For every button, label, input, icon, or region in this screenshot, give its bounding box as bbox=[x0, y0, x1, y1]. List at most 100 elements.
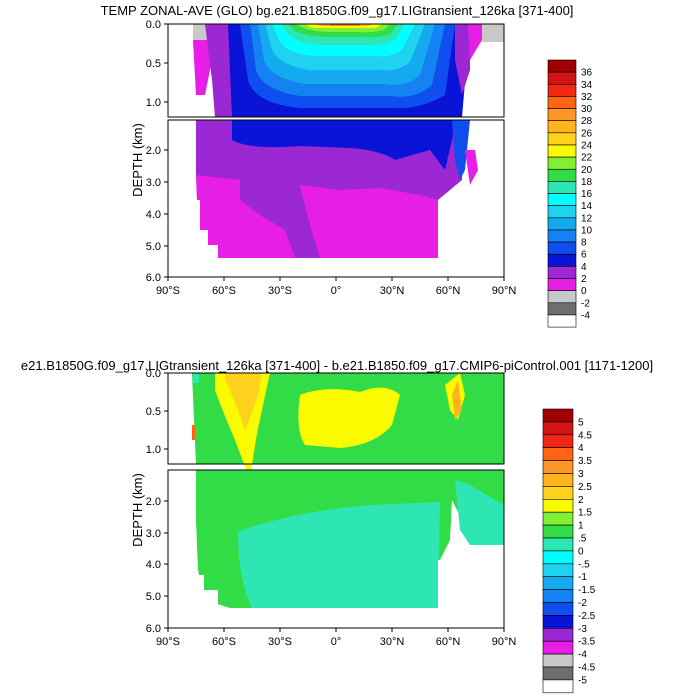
bottom-xtick-2: 30°S bbox=[268, 636, 292, 648]
top-colorbar-swatch bbox=[547, 59, 577, 73]
bottom-y-axis-label: DEPTH (km) bbox=[130, 473, 145, 547]
bottom-plot-title: e21.B1850G.f09_g17.LIGtransient_126ka [3… bbox=[21, 358, 653, 373]
top-colorbar-swatch bbox=[547, 314, 577, 328]
top-colorbar-swatch bbox=[547, 168, 577, 182]
top-upper-frame bbox=[167, 23, 505, 118]
top-colorbar-label: -4 bbox=[581, 310, 590, 321]
bottom-xtick-4: 30°N bbox=[380, 636, 405, 648]
bottom-colorbar-label: 2 bbox=[578, 495, 584, 506]
top-xtick-2: 30°S bbox=[268, 285, 292, 297]
top-colorbar-swatch bbox=[547, 278, 577, 291]
bottom-ytick-3: 2.0 bbox=[146, 496, 161, 508]
bottom-colorbar-label: -3 bbox=[578, 624, 587, 635]
top-colorbar-label: 10 bbox=[581, 225, 593, 236]
top-ytick-1: 0.5 bbox=[146, 58, 161, 70]
top-lower-field bbox=[168, 120, 504, 277]
bottom-colorbar-label: 3 bbox=[578, 469, 584, 480]
top-colorbar-swatch bbox=[547, 290, 577, 304]
top-ytick-2: 1.0 bbox=[146, 97, 161, 109]
top-colorbar-label: 30 bbox=[581, 104, 593, 115]
bottom-colorbar-swatch bbox=[542, 498, 574, 513]
bottom-colorbar-swatch bbox=[542, 486, 574, 500]
top-colorbar-label: 14 bbox=[581, 201, 593, 212]
bottom-colorbar-swatch bbox=[542, 447, 574, 461]
bottom-colorbar-label: -3.5 bbox=[578, 637, 596, 648]
bottom-colorbar-swatch bbox=[542, 576, 574, 590]
bottom-colorbar-label: -2.5 bbox=[578, 611, 596, 622]
top-y-axis-label: DEPTH (km) bbox=[130, 123, 145, 197]
bottom-colorbar-swatch bbox=[542, 524, 574, 539]
bottom-colorbar-label: 5 bbox=[578, 417, 584, 428]
top-colorbar-swatch bbox=[547, 253, 577, 267]
bottom-colorbar-swatch bbox=[542, 627, 574, 642]
top-colorbar-label: 6 bbox=[581, 250, 587, 261]
bottom-colorbar-label: -.5 bbox=[578, 559, 590, 570]
top-colorbar-label: 4 bbox=[581, 262, 587, 273]
top-plot-title: TEMP ZONAL-AVE (GLO) bg.e21.B1850G.f09_g… bbox=[101, 3, 574, 18]
bottom-colorbar-swatch bbox=[542, 666, 574, 681]
bottom-ytick-6: 5.0 bbox=[146, 591, 161, 603]
bottom-ytick-5: 4.0 bbox=[146, 559, 161, 571]
bottom-colorbar-label: -1.5 bbox=[578, 585, 596, 596]
top-colorbar-label: 22 bbox=[581, 153, 593, 164]
bottom-colorbar-label: -4 bbox=[578, 650, 587, 661]
bottom-colorbar-swatch bbox=[542, 408, 574, 423]
bottom-colorbar-swatch bbox=[542, 602, 574, 616]
top-colorbar-label: 28 bbox=[581, 116, 593, 127]
top-colorbar-swatch bbox=[547, 229, 577, 243]
top-colorbar-swatch bbox=[547, 96, 577, 109]
top-ytick-3: 2.0 bbox=[146, 145, 161, 157]
top-colorbar-swatch bbox=[547, 83, 577, 97]
bottom-colorbar-label: 3.5 bbox=[578, 456, 592, 467]
top-ytick-5: 4.0 bbox=[146, 209, 161, 221]
top-colorbar-swatch bbox=[547, 205, 577, 219]
bottom-colorbar-label: -5 bbox=[578, 675, 587, 686]
top-colorbar-label: 0 bbox=[581, 286, 587, 297]
bottom-ytick-2: 1.0 bbox=[146, 444, 161, 456]
top-colorbar-swatch bbox=[547, 217, 577, 231]
bottom-ytick-0: 0.0 bbox=[146, 368, 161, 380]
bottom-xtick-6: 90°N bbox=[492, 636, 517, 648]
bottom-colorbar-swatch bbox=[542, 511, 574, 526]
bottom-upper-frame bbox=[167, 372, 505, 465]
bottom-colorbar-swatch bbox=[542, 460, 574, 474]
bottom-colorbar-swatch bbox=[542, 537, 574, 552]
top-colorbar-swatch bbox=[547, 193, 577, 206]
bottom-panel: e21.B1850G.f09_g17.LIGtransient_126ka [3… bbox=[21, 358, 653, 694]
bottom-colorbar-label: -1 bbox=[578, 572, 587, 583]
top-colorbar-label: 8 bbox=[581, 238, 587, 249]
top-colorbar-swatch bbox=[547, 302, 577, 316]
bottom-colorbar-label: 1.5 bbox=[578, 508, 592, 519]
top-colorbar-label: 18 bbox=[581, 177, 593, 188]
top-ytick-6: 5.0 bbox=[146, 241, 161, 253]
bottom-colorbar-swatch bbox=[542, 563, 574, 577]
top-colorbar-label: 32 bbox=[581, 92, 593, 103]
top-colorbar-swatch bbox=[547, 181, 577, 194]
top-colorbar-swatch bbox=[547, 241, 577, 255]
top-ytick-0: 0.0 bbox=[146, 19, 161, 31]
top-xtick-0: 90°S bbox=[156, 285, 180, 297]
top-colorbar-swatch bbox=[547, 156, 577, 170]
top-ytick-7: 6.0 bbox=[146, 272, 161, 284]
bottom-colorbar-swatch bbox=[542, 434, 574, 448]
bottom-colorbar-swatch bbox=[542, 473, 574, 487]
top-colorbar-swatch bbox=[547, 132, 577, 146]
top-xtick-4: 30°N bbox=[380, 285, 405, 297]
bottom-colorbar-label: .5 bbox=[578, 534, 587, 545]
bottom-ytick-1: 0.5 bbox=[146, 406, 161, 418]
bottom-colorbar-swatch bbox=[542, 653, 574, 668]
top-colorbar-label: 26 bbox=[581, 128, 593, 139]
bottom-xtick-1: 60°S bbox=[212, 636, 236, 648]
bottom-xtick-0: 90°S bbox=[156, 636, 180, 648]
bottom-xtick-5: 60°N bbox=[436, 636, 461, 648]
top-colorbar-swatch bbox=[547, 120, 577, 134]
bottom-colorbar-label: 0 bbox=[578, 546, 584, 557]
top-xtick-3: 0° bbox=[331, 285, 342, 297]
top-colorbar-swatch bbox=[547, 71, 577, 85]
top-colorbar-label: 24 bbox=[581, 140, 593, 151]
top-colorbar-label: 2 bbox=[581, 274, 587, 285]
bottom-colorbar-swatch bbox=[542, 640, 574, 655]
top-upper-field bbox=[168, 24, 504, 117]
